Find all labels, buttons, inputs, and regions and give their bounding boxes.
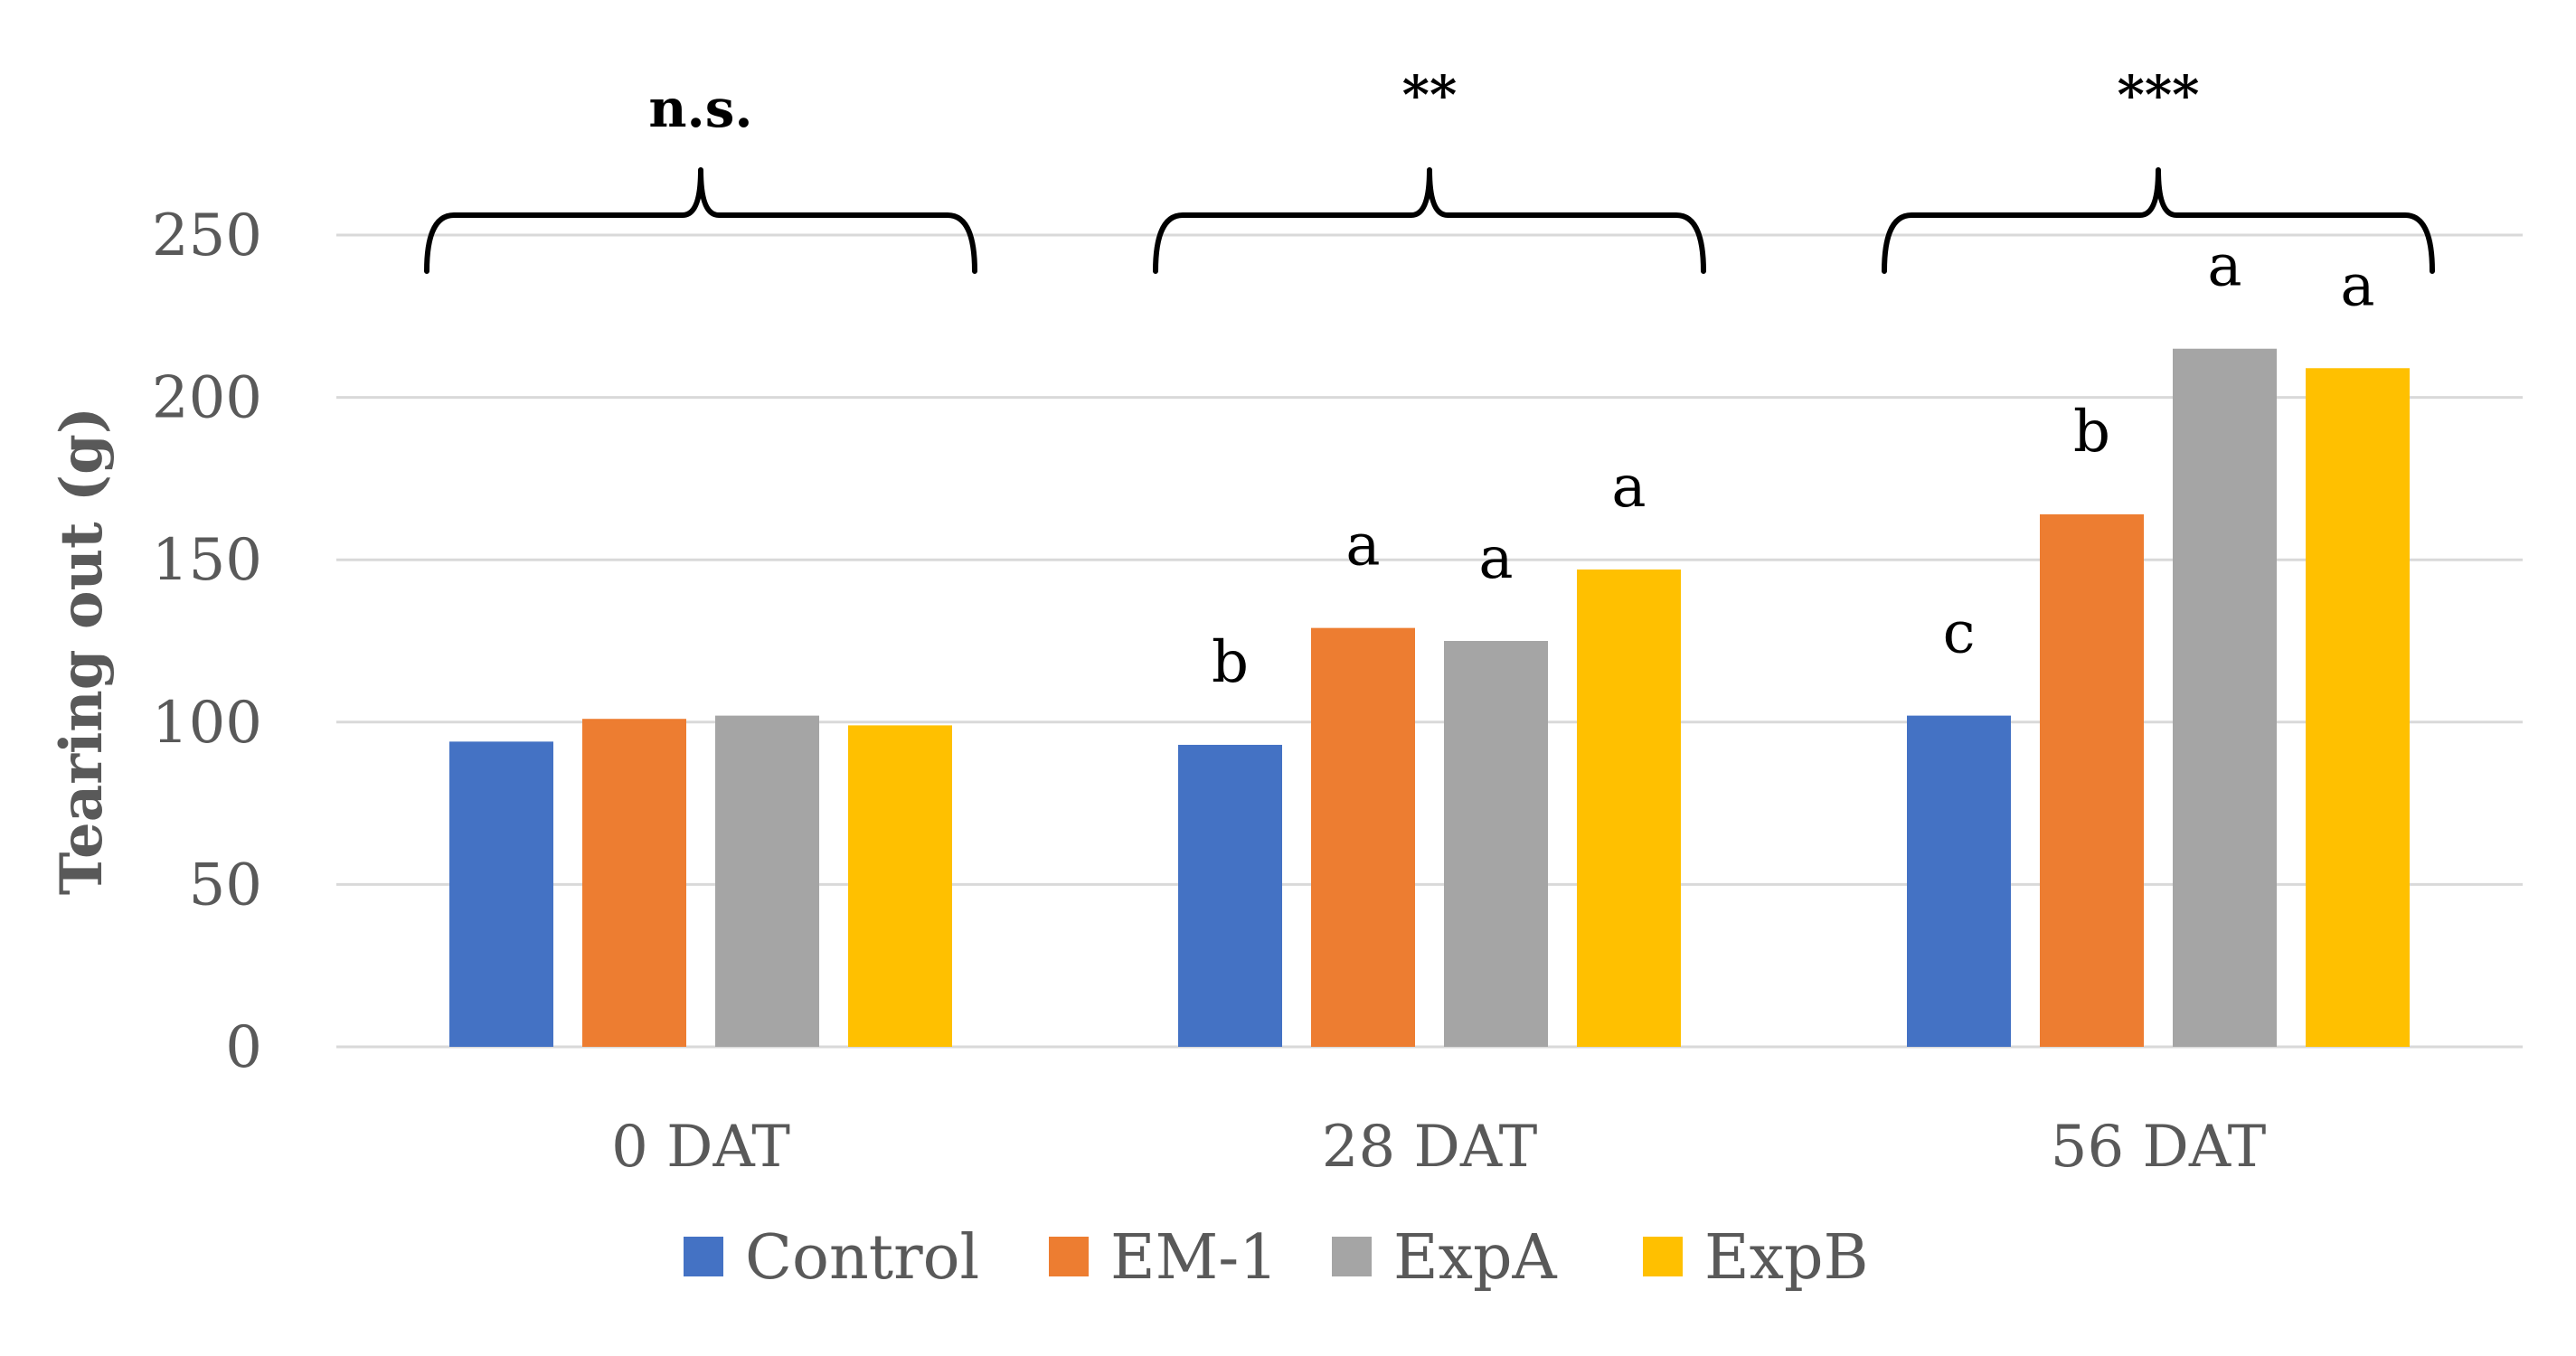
bar-expb-2 [2306,368,2410,1048]
bar-control-0 [449,741,553,1047]
bar-control-1 [1178,744,1282,1047]
letter-label: b [2073,399,2110,466]
significance-label: *** [2118,64,2200,126]
letter-label: a [1345,513,1380,579]
gridlines [336,233,2523,1049]
letter-label: c [1943,600,1976,667]
x-category-label: 28 DAT [1322,1114,1538,1181]
x-category-label: 0 DAT [611,1114,790,1181]
y-tick-label: 100 [152,690,262,757]
significance-brace [1882,167,2435,274]
legend: Control EM-1 ExpA ExpB [684,1222,1869,1294]
legend-swatch-control [684,1237,723,1276]
bar-expb-0 [848,725,952,1047]
significance-letters: b a a a c b a a [1212,233,2375,696]
letter-label: a [1478,525,1513,592]
letter-label: a [2207,233,2241,300]
bar-control-2 [1907,715,2011,1047]
legend-swatch-expa [1332,1237,1372,1276]
bar-em-1-2 [2040,513,2144,1047]
letter-label: b [1212,629,1249,696]
bar-expa-0 [715,715,819,1047]
legend-swatch-em-1 [1049,1237,1089,1276]
y-tick-label: 50 [189,852,262,918]
letter-label: a [1611,454,1646,521]
significance-label: n.s. [648,78,752,139]
letter-label: a [2340,252,2374,319]
x-axis-categories: 0 DAT 28 DAT 56 DAT [611,1114,2266,1181]
significance-braces: n.s. ** *** [424,64,2435,274]
y-axis-ticks: 0 50 100 150 200 250 [152,202,262,1081]
legend-label: EM-1 [1110,1222,1279,1294]
significance-brace [424,167,977,274]
legend-label: ExpA [1393,1222,1558,1294]
significance-brace [1153,167,1706,274]
legend-label: ExpB [1704,1222,1869,1294]
y-axis-title: Tearing out (g) [48,407,116,895]
bars [449,348,2410,1048]
y-tick-label: 0 [225,1014,262,1081]
y-tick-label: 200 [152,365,262,432]
x-category-label: 56 DAT [2051,1114,2267,1181]
bar-em-1-1 [1311,627,1415,1047]
significance-label: ** [1402,64,1458,126]
bar-expb-1 [1577,569,1681,1047]
y-tick-label: 150 [152,527,262,594]
bar-expa-2 [2173,348,2277,1048]
y-tick-label: 250 [152,202,262,269]
legend-label: Control [745,1222,979,1294]
legend-swatch-expb [1643,1237,1683,1276]
bar-expa-1 [1444,641,1548,1047]
bar-em-1-0 [582,719,686,1047]
